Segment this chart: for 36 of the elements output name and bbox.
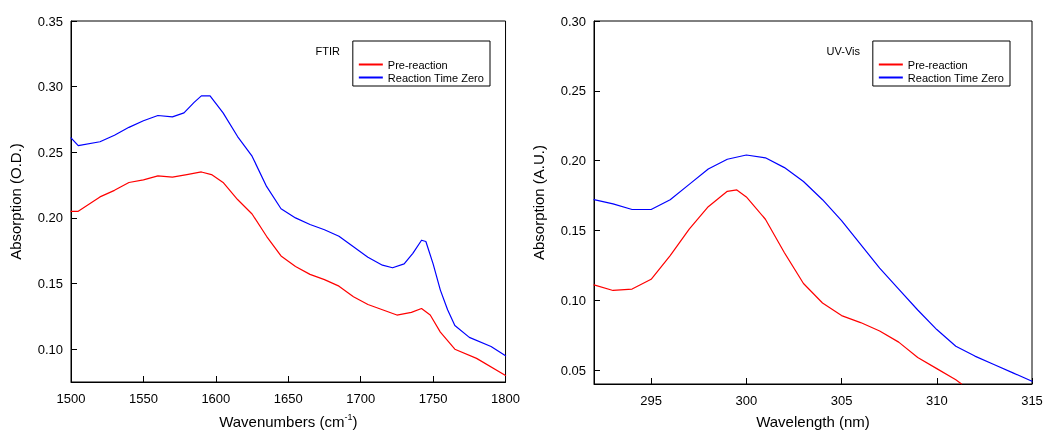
legend-title: UV-Vis <box>826 44 861 57</box>
legend-label: Pre-reaction <box>387 58 448 71</box>
x-tick-label: 300 <box>735 393 758 408</box>
x-tick-label: 1600 <box>201 391 231 406</box>
legend-label: Reaction Time Zero <box>907 71 1004 84</box>
y-tick-label: 0.05 <box>560 362 586 378</box>
y-tick-label: 0.30 <box>560 13 586 29</box>
y-tick-label: 0.10 <box>37 341 63 357</box>
y-tick-label: 0.15 <box>37 276 63 292</box>
x-tick-label: 1550 <box>128 391 158 406</box>
x-tick-label: 295 <box>640 393 662 408</box>
y-tick-label: 0.20 <box>37 210 63 226</box>
y-tick-label: 0.25 <box>560 83 586 99</box>
line-series <box>593 189 963 385</box>
x-tick-label: 1750 <box>418 391 448 406</box>
x-tick-label: 1700 <box>346 391 376 406</box>
legend-label: Pre-reaction <box>907 58 968 71</box>
y-tick-label: 0.15 <box>560 222 586 238</box>
x-tick-label: 1800 <box>491 391 520 406</box>
y-tick-label: 0.10 <box>560 292 586 308</box>
y-axis-title: Absorption (A.U.) <box>530 144 547 261</box>
legend-label: Reaction Time Zero <box>387 71 484 84</box>
x-tick-label: 1650 <box>273 391 303 406</box>
y-tick-label: 0.30 <box>37 79 63 95</box>
line-series <box>70 171 507 377</box>
x-tick-label: 1500 <box>56 391 86 406</box>
y-tick-label: 0.25 <box>37 144 63 160</box>
line-series <box>70 95 507 357</box>
x-axis-title: Wavelength (nm) <box>756 413 870 430</box>
x-tick-label: 305 <box>830 393 853 408</box>
y-tick-label: 0.35 <box>37 13 63 29</box>
y-axis-title: Absorption (O.D.) <box>7 143 24 260</box>
legend-title: FTIR <box>315 44 341 57</box>
x-tick-label: 315 <box>1021 393 1043 408</box>
x-tick-label: 310 <box>925 393 948 408</box>
y-tick-label: 0.20 <box>560 153 586 169</box>
